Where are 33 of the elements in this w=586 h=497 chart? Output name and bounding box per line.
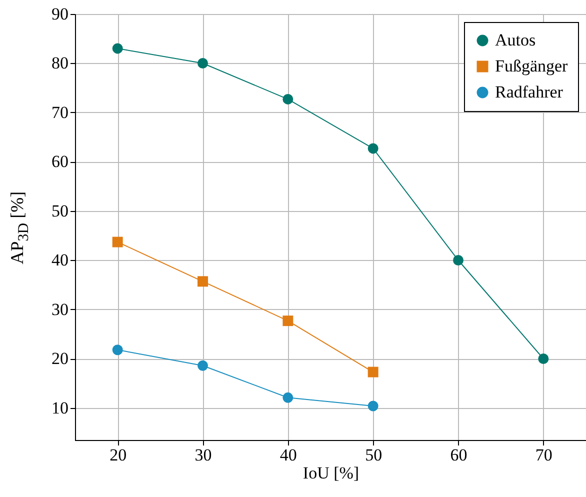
- x-tick-label: 20: [110, 446, 127, 464]
- point: [368, 400, 378, 412]
- legend-label: Radfahrer: [495, 82, 564, 102]
- point: [282, 392, 294, 403]
- point: [198, 58, 208, 68]
- legend-label: Autos: [495, 30, 536, 50]
- x-tick-label: 50: [365, 446, 382, 464]
- x-tick-label: 60: [450, 446, 468, 464]
- y-tick-label: 50: [52, 201, 68, 220]
- point: [282, 316, 294, 326]
- point: [368, 143, 378, 154]
- point: [282, 94, 294, 104]
- point: [112, 344, 123, 356]
- y-tick-label: 30: [52, 300, 68, 319]
- point: [453, 255, 464, 266]
- x-tick-label: 40: [280, 446, 297, 464]
- point: [198, 360, 208, 371]
- y-tick-label: 70: [52, 102, 68, 122]
- x-axis-title: IoU [%]: [302, 464, 360, 482]
- point: [112, 43, 123, 54]
- y-tick-label: 90: [52, 4, 68, 24]
- x-tick-label: 30: [194, 446, 212, 464]
- point: [198, 276, 208, 287]
- legend-label: Fußgänger: [495, 56, 568, 76]
- y-tick-label: 80: [52, 54, 68, 73]
- y-tick-label: 20: [52, 349, 68, 368]
- y-tick-label: 60: [52, 152, 68, 172]
- point: [368, 366, 378, 378]
- y-tick-label: 40: [52, 250, 68, 270]
- point: [538, 354, 549, 364]
- x-tick-label: 70: [535, 446, 552, 464]
- point: [112, 236, 123, 248]
- y-tick-label: 10: [52, 398, 68, 418]
